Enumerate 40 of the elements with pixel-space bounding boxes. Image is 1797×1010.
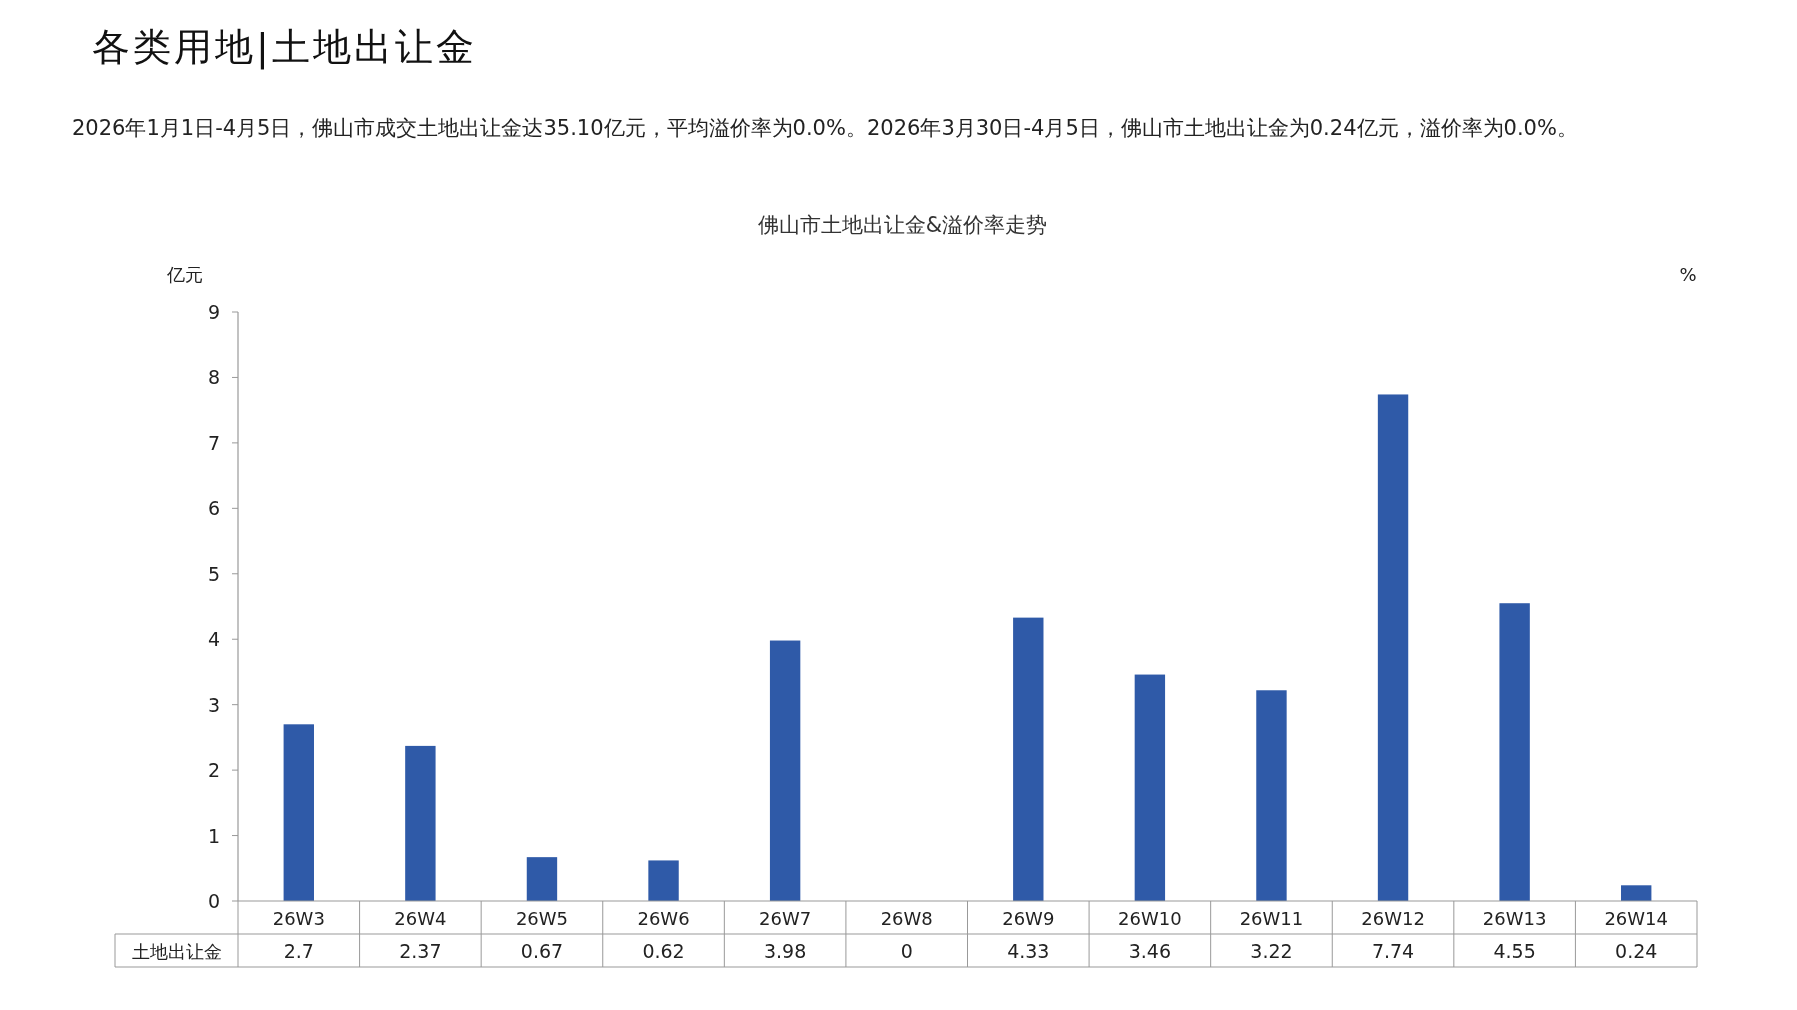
chart-subtitle: 佛山市土地出让金&溢价率走势 <box>757 213 1048 237</box>
x-tick-label: 26W3 <box>272 908 325 929</box>
y2-axis-title: % <box>1679 264 1697 285</box>
data-label: 2.37 <box>399 940 442 962</box>
data-label: 7.74 <box>1371 940 1415 962</box>
y-tick-label: 9 <box>207 301 220 323</box>
x-tick-label: 26W10 <box>1118 908 1182 929</box>
x-tick-label: 26W11 <box>1239 908 1304 929</box>
title: 各类用地|土地出让金 <box>92 24 477 72</box>
data-label: 3.46 <box>1128 940 1172 962</box>
y-tick-label: 1 <box>207 824 220 847</box>
text: 土地出让金 <box>131 941 222 962</box>
x-tick-label: 26W9 <box>1002 908 1055 929</box>
y-tick-label: 3 <box>207 693 220 716</box>
data-label: 0.67 <box>520 940 564 962</box>
data-label: 0 <box>900 940 913 962</box>
data-label: 0.24 <box>1615 940 1658 962</box>
data-label: 3.98 <box>763 940 807 962</box>
y-tick-label: 6 <box>207 497 220 520</box>
data-label: 0.62 <box>642 940 685 962</box>
y-tick-label: 4 <box>207 628 220 651</box>
x-tick-label: 26W5 <box>515 908 569 929</box>
y-tick-label: 0 <box>207 890 220 912</box>
x-tick-label: 26W12 <box>1361 908 1425 929</box>
x-tick-label: 26W14 <box>1604 908 1669 929</box>
annotation: 2026年1月1日-4月5日，佛山市成交土地出让金达35.10亿元，平均溢价率为0.0%。2026年3月30日-4月5日，佛山市土地出让金为0.24亿元，溢价率为0.0%。 <box>72 115 1579 142</box>
y-axis-title: 亿元 <box>166 264 203 285</box>
y-tick-label: 7 <box>207 431 220 454</box>
y-tick-label: 8 <box>207 366 220 389</box>
x-tick-label: 26W8 <box>880 908 933 929</box>
y-tick-label: 2 <box>207 759 220 782</box>
data-label: 4.33 <box>1007 940 1050 962</box>
x-tick-label: 26W6 <box>637 908 690 929</box>
x-tick-label: 26W7 <box>759 908 812 929</box>
data-label: 2.7 <box>283 940 314 962</box>
x-tick-label: 26W4 <box>394 908 447 929</box>
data-label: 3.22 <box>1250 940 1293 962</box>
data-label: 4.55 <box>1493 940 1536 962</box>
x-tick-label: 26W13 <box>1482 908 1547 929</box>
y-tick-label: 5 <box>207 562 220 585</box>
